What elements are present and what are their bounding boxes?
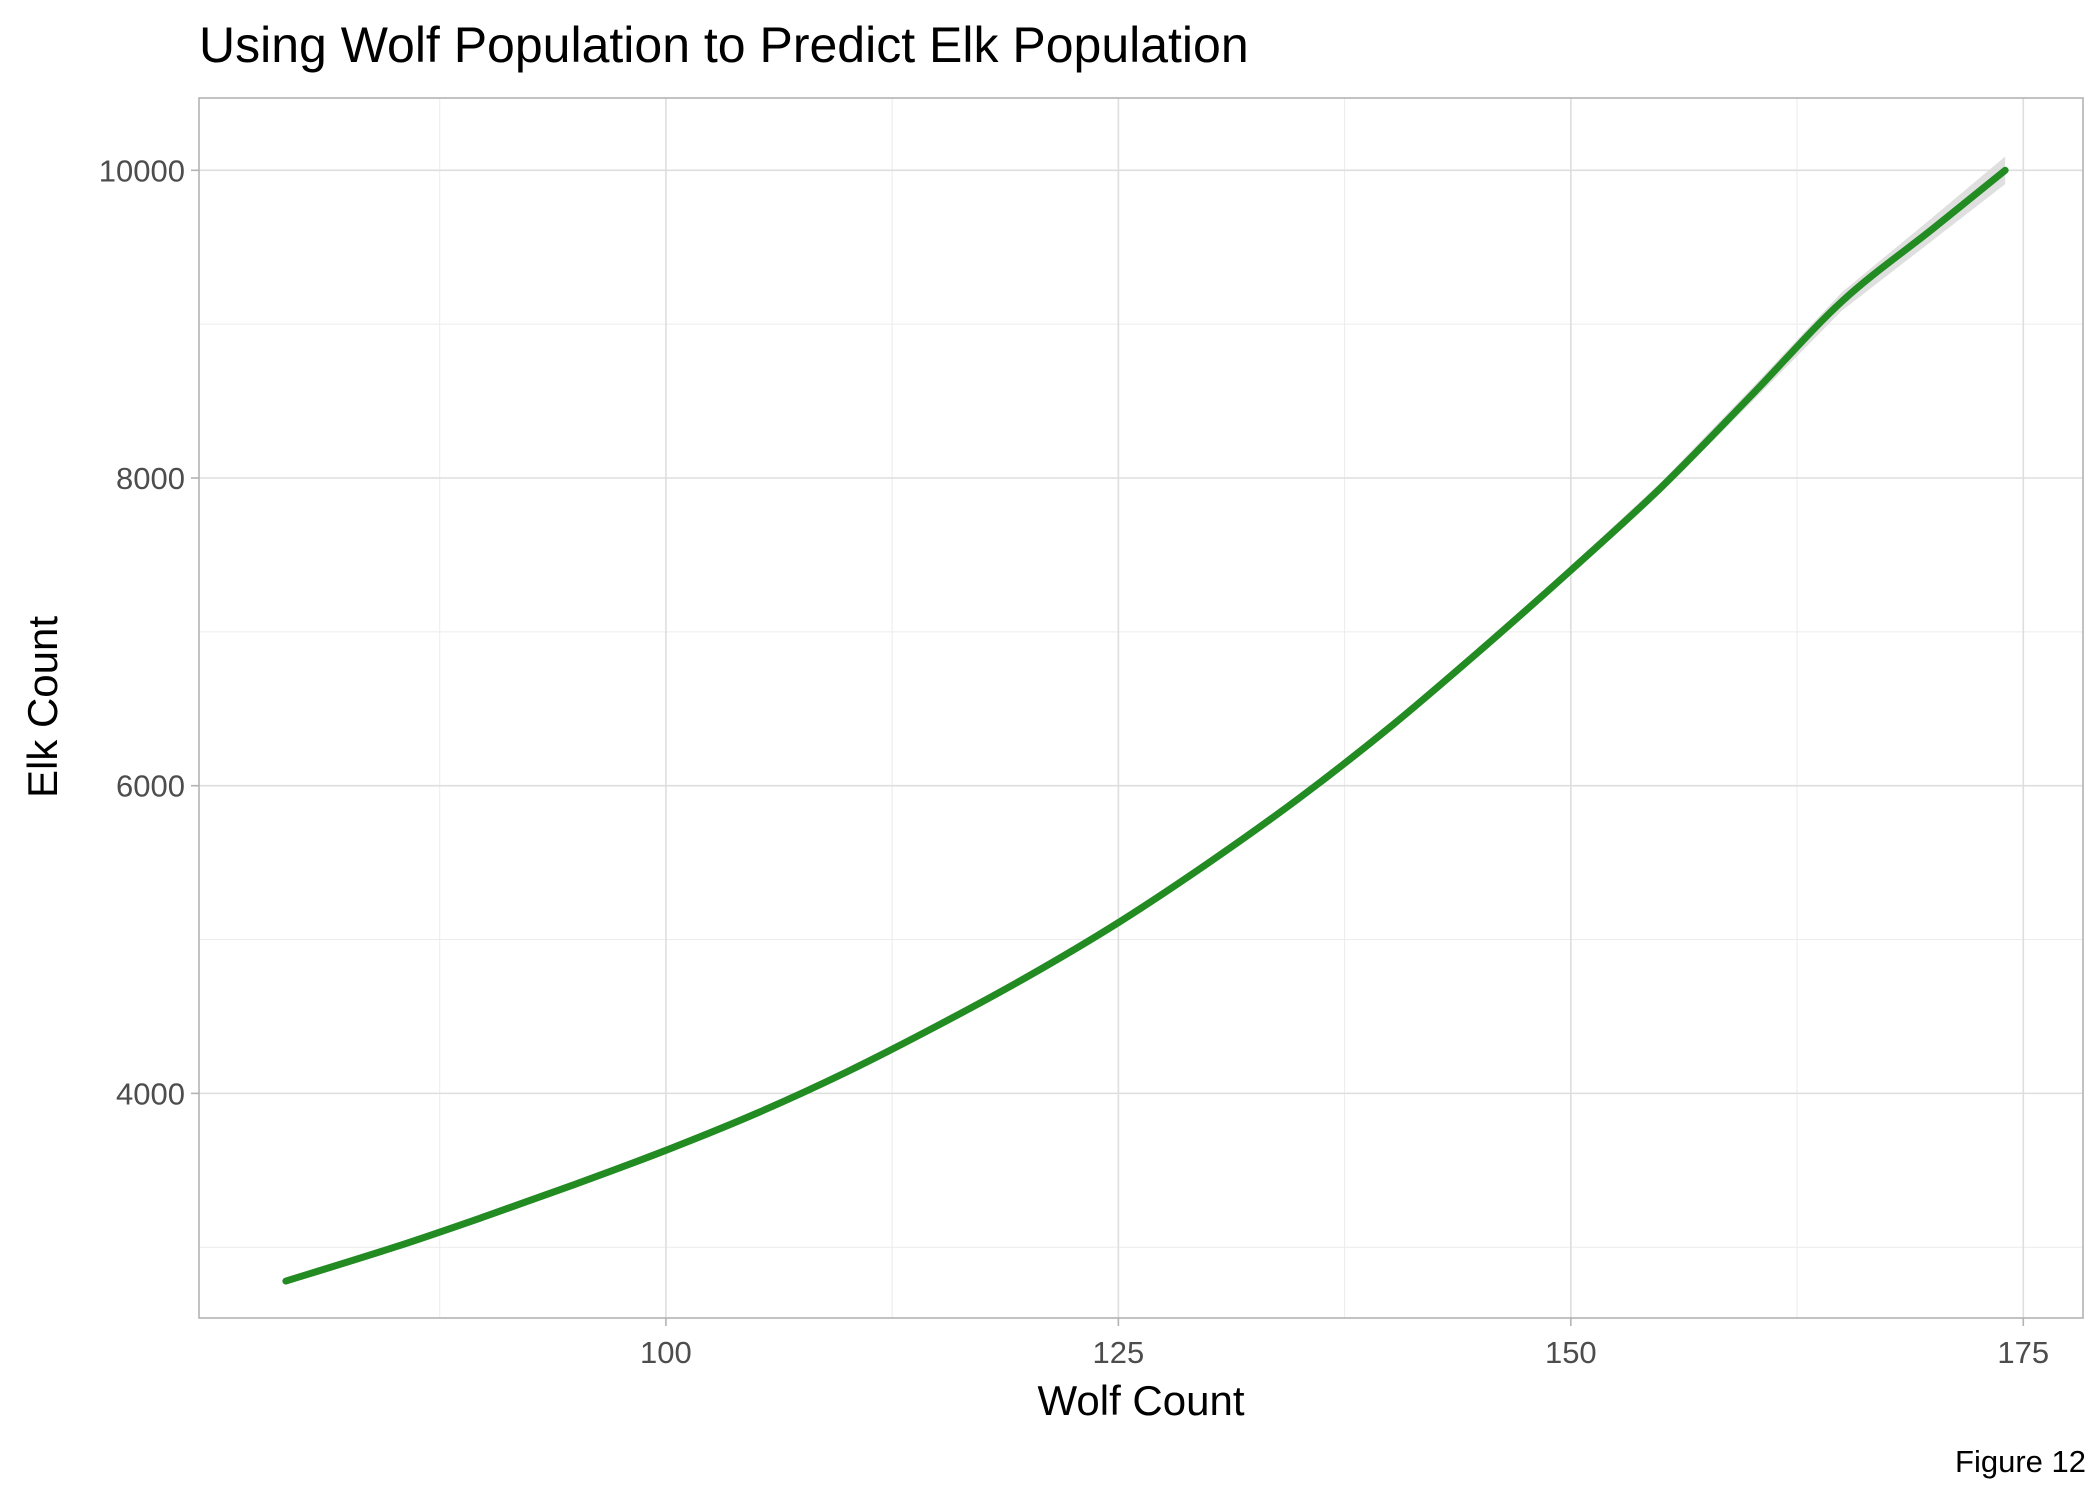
y-tick-label: 8000 [116,461,185,496]
x-axis-title: Wolf Count [1038,1377,1245,1424]
x-tick-label: 100 [640,1335,692,1370]
y-axis-ticks: 4000 6000 8000 10000 [99,153,199,1111]
grid-lines [199,98,2083,1318]
y-axis-title: Elk Count [19,616,66,798]
series-line-group [282,166,2009,1285]
figure-caption: Figure 12 [1955,1444,2086,1479]
chart-title: Using Wolf Population to Predict Elk Pop… [199,17,1249,73]
fitted-line [282,166,2009,1285]
x-axis-ticks: 100 125 150 175 [640,1318,2049,1370]
confidence-band [285,156,2006,1285]
y-tick-label: 10000 [99,153,185,188]
x-tick-label: 150 [1545,1335,1597,1370]
y-tick-label: 4000 [116,1076,185,1111]
x-tick-label: 175 [1997,1335,2049,1370]
y-tick-label: 6000 [116,769,185,804]
x-tick-label: 125 [1093,1335,1145,1370]
confidence-band-area [285,156,2006,1285]
plot-panel [198,97,2084,1319]
